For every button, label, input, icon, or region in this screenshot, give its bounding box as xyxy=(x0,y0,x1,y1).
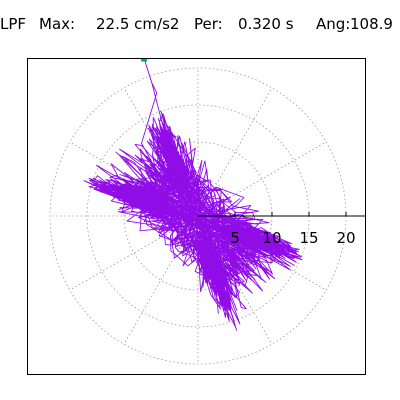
header-readout: LPF Max: 22.5 cm/s2 Per: 0.320 s Ang: 10… xyxy=(0,0,400,40)
radial-tick-label-20: 20 xyxy=(336,229,355,247)
axis-ticks xyxy=(198,212,365,217)
period-value: 0.320 s xyxy=(238,15,294,33)
peak-trace-segment xyxy=(143,59,153,83)
peak-marker xyxy=(141,59,148,62)
radial-tick-label-10: 10 xyxy=(262,229,281,247)
angle-label: Ang: xyxy=(316,15,351,33)
angle-value: 108.9 xyxy=(350,15,393,33)
acceleration-orbit-trace xyxy=(83,59,303,331)
orbit-plot-svg: 5 10 15 20 xyxy=(49,59,365,365)
radial-tick-labels: 5 10 15 20 xyxy=(230,229,355,247)
max-label: Max: xyxy=(39,15,76,33)
orbit-trace-path xyxy=(83,82,303,331)
period-label: Per: xyxy=(194,15,223,33)
radial-tick-label-5: 5 xyxy=(230,229,240,247)
filter-mode-label: LPF xyxy=(0,15,27,33)
max-value: 22.5 cm/s2 xyxy=(96,15,180,33)
orbit-plot-area: 5 10 15 20 xyxy=(27,58,366,375)
radial-tick-label-15: 15 xyxy=(299,229,318,247)
